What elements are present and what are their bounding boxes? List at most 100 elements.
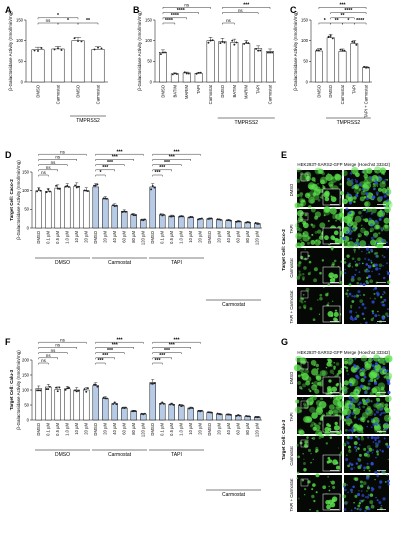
data-point-f-20-1 <box>227 413 230 416</box>
data-point-d-18-0 <box>207 218 210 220</box>
micrograph-g-r1-c1-nucleus-16 <box>380 407 384 411</box>
micrograph-e-r0-c1-nucleus-20 <box>383 194 387 198</box>
micrograph-g-r1-c1-gfp-27 <box>375 397 378 400</box>
micrograph-g-r1-c1-gfp-37 <box>344 402 351 409</box>
micrograph-g-r1-c1-nucleus-0 <box>375 410 380 414</box>
micrograph-e-r0-c0-gfp-28 <box>317 169 323 174</box>
micrograph-g-r3-c1-nucleus-4 <box>343 485 346 488</box>
data-point-f-3-2 <box>67 386 70 389</box>
micrograph-g-r0-c1-nucleus-7 <box>387 381 391 386</box>
micrograph-e-r0-c0-gfp-46 <box>321 171 325 176</box>
data-point-f-22-0 <box>245 415 248 417</box>
micrograph-g-r0-c1-gfp-41 <box>385 372 393 380</box>
significance-bracket-b-5 <box>222 12 259 15</box>
data-point-f-8-1 <box>113 401 116 404</box>
micrograph-g-r2-c1-gfp-2 <box>363 447 367 451</box>
micrograph-e-r0-c1-gfp-64 <box>350 166 359 175</box>
group-label-f-2: TAPI <box>171 452 182 458</box>
micrograph-e-r0-c0-gfp-18 <box>318 191 321 193</box>
micrograph-e-r1-c1-gfp-51 <box>362 218 365 221</box>
micrograph-g-r0-c1-gfp-65 <box>373 379 376 382</box>
data-point-c-0-0 <box>315 49 318 52</box>
y-axis-title-c: β-Galactosidase Activity (nmol/min/mg) <box>293 11 298 91</box>
micrograph-e-r2-c0-inset-cell-4 <box>329 275 332 278</box>
data-point-d-21-2 <box>238 220 241 223</box>
data-point-f-7-1 <box>104 397 107 400</box>
micrograph-e-r1-c1-gfp-41 <box>369 230 372 233</box>
micrograph-g-r0-c0-gfp-57 <box>298 385 303 390</box>
micrograph-e-r3-c1-gfp-15 <box>372 317 374 319</box>
data-point-b-4-2 <box>211 39 214 42</box>
micrograph-g-r1-c0-gfp-37 <box>294 406 302 414</box>
micrograph-e-r2-c0-gfp-25 <box>330 246 334 250</box>
micrograph-g-r2-c1-nucleus-34 <box>357 457 360 461</box>
micrograph-g-r2-c1-nucleus-4 <box>377 440 381 443</box>
micrograph-e-r0-c1-nucleus-13 <box>386 191 389 194</box>
micrograph-e-r0-c0-gfp-74 <box>299 171 304 176</box>
data-point-f-8-0 <box>112 403 115 405</box>
micrograph-g-r2-c1-nucleus-8 <box>374 442 378 446</box>
data-point-f-16-2 <box>191 407 194 409</box>
y-tick-label-b-3: 150 <box>145 17 153 22</box>
significance-label-d-12: *** <box>164 160 171 166</box>
micrograph-e-r3-c1-gfp-3 <box>369 297 372 299</box>
category-label-f-23: 120 µM <box>255 422 260 437</box>
micrograph-e-r3-c1-nucleus-22 <box>372 288 375 291</box>
data-point-c-4-1 <box>365 66 368 69</box>
micrograph-e-r2-c0-gfp-19 <box>340 260 343 263</box>
micrograph-e-r1-c1-gfp-11 <box>362 207 367 212</box>
significance-label-c-0: *** <box>339 3 346 9</box>
micrograph-g-r1-c1-gfp-50 <box>366 405 371 411</box>
bar-f-3 <box>64 388 71 421</box>
bar-f-9 <box>121 407 128 421</box>
micrograph-e-r0-c0-gfp-70 <box>312 192 317 197</box>
micrograph-e-r1-c1-gfp-25 <box>355 226 358 230</box>
micrograph-e-r0-c1-gfp-66 <box>341 170 348 177</box>
micrograph-e-r3-c1-gfp-5 <box>356 314 360 318</box>
micrograph-e-r2-c1-gfp-9 <box>351 266 354 268</box>
bar-f-6 <box>92 385 99 421</box>
micrograph-g-r1-c1-gfp-57 <box>383 428 385 431</box>
micrograph-g-r2-c1-gfp-23 <box>366 445 371 450</box>
micrograph-g-r3-c0-gfp-9 <box>297 497 300 500</box>
significance-label-f-4: ns <box>41 358 46 363</box>
micrograph-e-r1-c1-gfp-65 <box>352 221 358 227</box>
micrograph-e-r0-c1-nucleus-2 <box>358 182 362 186</box>
category-label-a-2: DMSO <box>75 84 80 97</box>
micrograph-g-r3-c1-nucleus-6 <box>380 504 383 507</box>
micrograph-g-r2-c1-nucleus-12 <box>353 467 355 469</box>
micrograph-e-header-right: Merge (Hoechst 33342) <box>344 162 391 167</box>
micrograph-g-r1-c0-inset-cell-1 <box>334 421 338 426</box>
micrograph-g-r0-c1-gfp-28 <box>344 360 348 365</box>
micrograph-g-r0-c1-nucleus-12 <box>365 369 368 372</box>
micrograph-e-r0-c0-gfp-16 <box>317 198 321 202</box>
significance-label-f-7: *** <box>107 348 114 354</box>
micrograph-g-r1-c0-gfp-61 <box>309 401 313 405</box>
significance-label-d-4: ns <box>41 170 46 175</box>
significance-bracket-a-3 <box>77 22 99 25</box>
micrograph-g-r0-c1-gfp-63 <box>379 367 387 375</box>
micrograph-e-r0-c1-gfp-56 <box>373 166 382 174</box>
micrograph-g-r0-c0-gfp-72 <box>327 359 333 364</box>
micrograph-g-r1-c1-gfp-55 <box>375 402 382 409</box>
micrograph-g-r0-c1-nucleus-25 <box>371 364 375 368</box>
micrograph-e-r1-c1-nucleus-11 <box>357 242 361 246</box>
data-point-d-17-0 <box>197 218 200 221</box>
micrograph-e-r0-c1-nucleus-1 <box>350 178 354 182</box>
significance-bracket-d-1 <box>38 159 77 161</box>
data-point-d-1-0 <box>45 191 48 194</box>
micrograph-g-r0-c0-gfp-58 <box>300 358 306 363</box>
micrograph-e-r3-c0-inset-cell-5 <box>333 317 338 322</box>
category-label-c-4: TAPI + Carmostat <box>364 84 369 118</box>
micrograph-e-r0-c0-gfp-30 <box>303 199 305 202</box>
micrograph-g-r0-c0-gfp-59 <box>308 388 311 391</box>
data-point-f-11-1 <box>142 413 145 416</box>
data-point-d-21-0 <box>235 220 238 223</box>
micrograph-e-r0-c1-nucleus-16 <box>365 196 370 201</box>
significance-bracket-f-6 <box>95 347 134 349</box>
micrograph-g-r3-c0-gfp-25 <box>332 485 336 489</box>
data-point-f-19-1 <box>218 413 221 416</box>
significance-label-f-12: *** <box>164 348 171 354</box>
micrograph-e-r0-c0-gfp-39 <box>294 202 301 209</box>
data-point-f-14-1 <box>170 402 173 405</box>
